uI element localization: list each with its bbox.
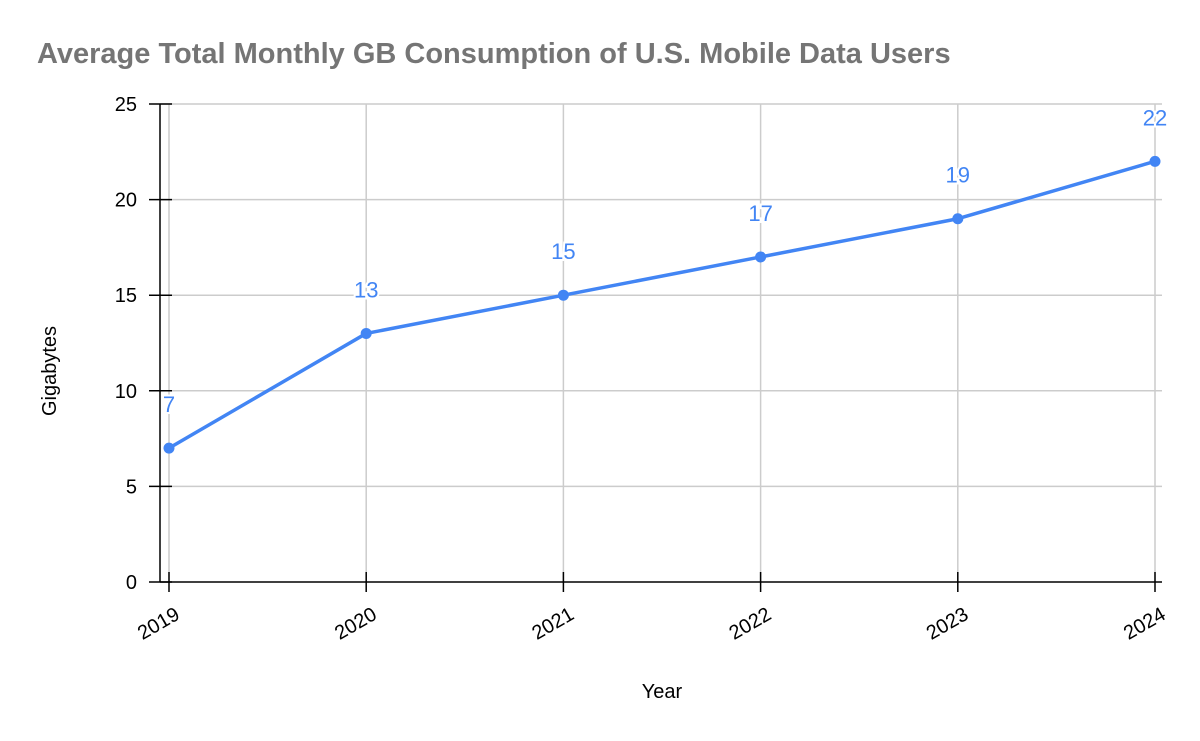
- x-axis-ticks: 2019 2020 2021 2022 2023 2024: [134, 603, 1170, 644]
- x-tick-label: 2019: [134, 603, 184, 644]
- data-labels: 7 13 15 17 19 22: [161, 103, 1169, 419]
- series-line: [167, 159, 1157, 450]
- y-axis-ticks: 0 5 10 15 20 25: [115, 94, 137, 594]
- grid: [160, 103, 1162, 582]
- data-label: 22: [1143, 105, 1167, 130]
- data-point: [755, 251, 767, 263]
- x-tick-label: 2020: [331, 603, 381, 644]
- series-layer: [163, 155, 1161, 454]
- data-label: 19: [946, 163, 970, 188]
- x-tick-label: 2021: [528, 603, 578, 644]
- y-tick-label: 15: [115, 285, 137, 307]
- chart-title: Average Total Monthly GB Consumption of …: [37, 38, 951, 70]
- data-point: [557, 289, 569, 301]
- y-tick-label: 10: [115, 381, 137, 403]
- x-tick-label: 2022: [726, 603, 776, 644]
- data-label: 7: [163, 392, 175, 417]
- data-point: [952, 213, 964, 225]
- data-label: 13: [354, 277, 378, 302]
- x-axis-title: Year: [642, 681, 683, 703]
- x-tick-label: 2024: [1120, 603, 1170, 644]
- data-point: [163, 442, 175, 454]
- y-tick-label: 0: [126, 572, 137, 594]
- data-point: [1149, 155, 1161, 167]
- data-label: 17: [748, 201, 772, 226]
- axes: [149, 103, 1162, 592]
- y-tick-label: 5: [126, 476, 137, 498]
- y-axis-title: Gigabytes: [39, 326, 61, 416]
- data-label: 15: [551, 239, 575, 264]
- x-tick-label: 2023: [923, 603, 973, 644]
- y-tick-label: 20: [115, 190, 137, 212]
- y-tick-label: 25: [115, 94, 137, 116]
- data-point: [360, 327, 372, 339]
